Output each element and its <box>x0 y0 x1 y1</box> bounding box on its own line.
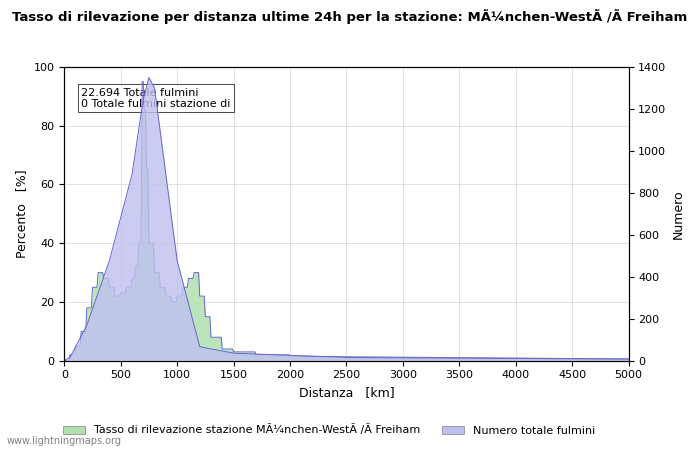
Y-axis label: Numero: Numero <box>672 189 685 239</box>
Text: Tasso di rilevazione per distanza ultime 24h per la stazione: MÃ¼nchen-WestÃ /Ã : Tasso di rilevazione per distanza ultime… <box>13 9 687 24</box>
Text: www.lightningmaps.org: www.lightningmaps.org <box>7 436 122 446</box>
Y-axis label: Percento   [%]: Percento [%] <box>15 170 28 258</box>
Legend: Tasso di rilevazione stazione MÃ¼nchen-WestÃ /Ã Freiham, Numero totale fulmini: Tasso di rilevazione stazione MÃ¼nchen-W… <box>58 420 600 440</box>
X-axis label: Distanza   [km]: Distanza [km] <box>299 386 394 399</box>
Text: 22.694 Totale fulmini
0 Totale fulmini stazione di: 22.694 Totale fulmini 0 Totale fulmini s… <box>81 88 230 109</box>
